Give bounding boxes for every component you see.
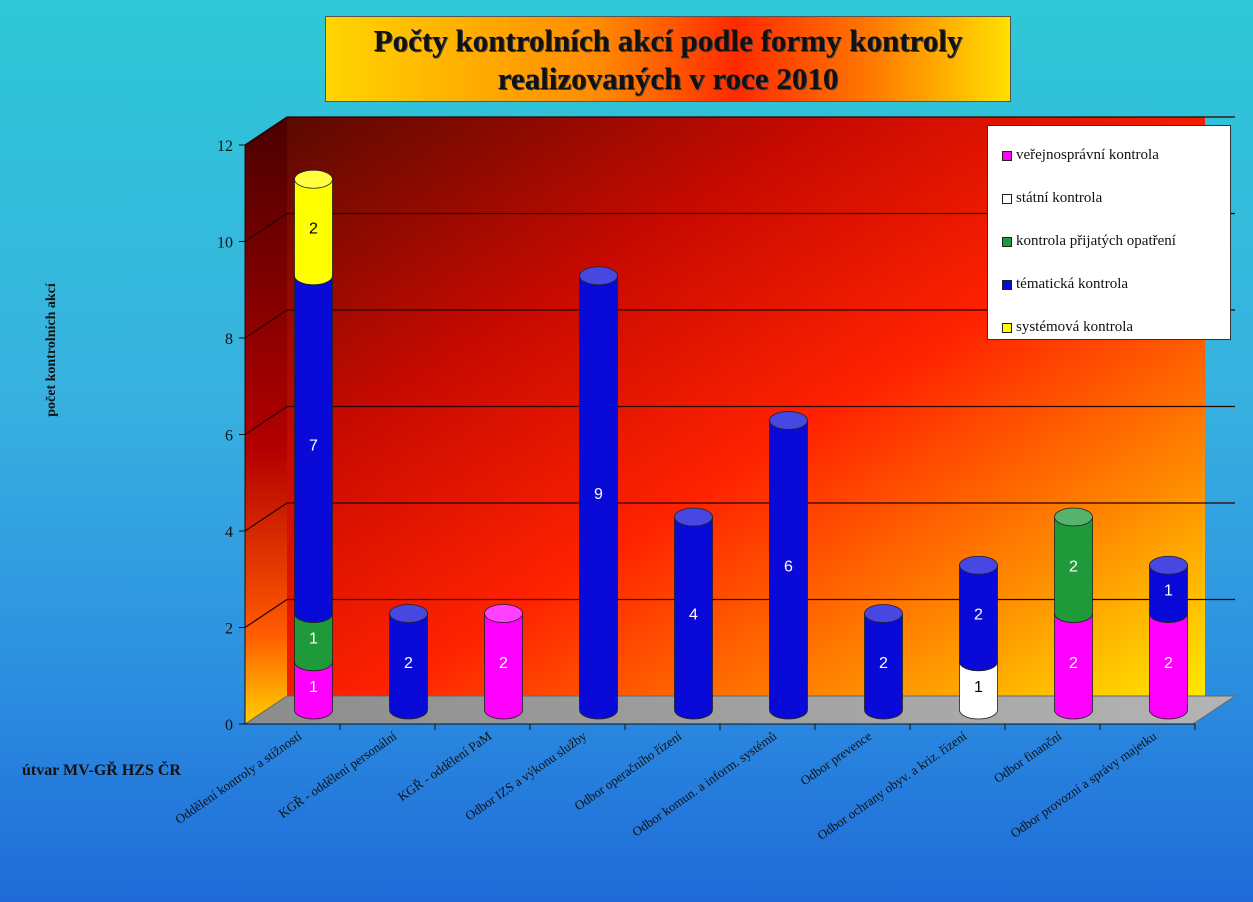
legend-swatch	[1002, 236, 1012, 247]
bar-body	[1054, 516, 1093, 623]
bar-segment	[959, 555, 998, 672]
chart-gridlines	[244, 116, 1235, 628]
data-label: 2	[1069, 558, 1078, 575]
bar-cap	[1054, 507, 1093, 527]
bar-body	[579, 275, 618, 720]
bar-cap	[294, 169, 333, 189]
bar-cap	[959, 555, 998, 575]
bar-body	[294, 613, 333, 672]
y-tick-label: 10	[217, 235, 233, 252]
data-label: 1	[974, 679, 983, 696]
bar-body	[1054, 613, 1093, 720]
bar-body	[769, 420, 808, 720]
gridline	[244, 212, 1235, 242]
x-tick-label: Odbor ochrany obyv. a kriz. řízení	[814, 728, 969, 843]
legend-label: státní kontrola	[1016, 190, 1103, 206]
legend-swatch	[1002, 322, 1012, 333]
chart-bars	[294, 169, 1188, 720]
legend-swatch	[1002, 150, 1012, 161]
gridline	[244, 598, 1235, 628]
y-tick-label: 12	[217, 138, 233, 155]
bar-segment	[294, 169, 333, 286]
legend-item: systémová kontrola	[988, 306, 1230, 349]
bar-cap	[769, 411, 808, 430]
data-label: 2	[1164, 655, 1173, 672]
legend-swatch	[1002, 193, 1012, 204]
x-tick-label: Odbor prevence	[797, 728, 874, 788]
bar-segment	[674, 507, 713, 720]
bar-body	[864, 613, 903, 720]
bar-body	[674, 516, 713, 720]
data-label: 2	[404, 655, 413, 672]
gridline	[244, 405, 1235, 435]
data-label: 9	[594, 486, 603, 503]
gridline	[244, 309, 1235, 339]
bar-body	[1149, 564, 1188, 623]
x-tick-label: Odbor finanční	[991, 728, 1065, 786]
chart-title-line-2: realizovaných v roce 2010	[497, 61, 839, 96]
bar-segment	[389, 604, 428, 720]
legend-item: státní kontrola	[988, 177, 1230, 220]
legend-label: veřejnosprávní kontrola	[1016, 147, 1159, 163]
bar-cap	[484, 604, 523, 623]
legend-label: systémová kontrola	[1016, 319, 1134, 335]
bar-body	[484, 613, 523, 720]
legend-item: kontrola přijatých opatření	[988, 220, 1230, 263]
x-axis-label: útvar MV-GŘ HZS ČR	[22, 762, 181, 779]
gridline	[244, 502, 1235, 532]
data-label: 1	[309, 631, 318, 648]
bar-segment	[1149, 555, 1188, 623]
legend-label: tématická kontrola	[1016, 276, 1129, 292]
chart-labels: 1 1 7 2 2 2 9 4 6 2 1 2 2 2 2 1	[309, 221, 1173, 696]
y-tick-label: 2	[225, 621, 233, 638]
bar-body	[294, 178, 333, 286]
x-tick-label: KGŘ - oddělení PaM	[395, 728, 495, 804]
bar-segment	[864, 604, 903, 720]
bar-segment	[1054, 507, 1093, 623]
data-label: 7	[309, 438, 318, 455]
bar-segment	[579, 266, 618, 720]
legend-item: tématická kontrola	[988, 263, 1230, 306]
legend-label: kontrola přijatých opatření	[1016, 233, 1176, 249]
bar-body	[1149, 613, 1188, 720]
data-label: 2	[1069, 655, 1078, 672]
chart-title-line-1: Počty kontrolních akcí podle formy kontr…	[373, 23, 963, 58]
chart-legend: veřejnosprávní kontrola státní kontrola ko…	[987, 125, 1231, 340]
chart-title: Počty kontrolních akcí podle formy kontr…	[325, 16, 1011, 102]
bar-body	[294, 275, 333, 623]
bar-body	[959, 661, 998, 720]
bar-segment	[769, 411, 808, 720]
legend-swatch	[1002, 279, 1012, 290]
data-label: 6	[784, 558, 793, 575]
bar-cap	[864, 604, 903, 623]
data-label: 2	[879, 655, 888, 672]
data-label: 2	[974, 607, 983, 624]
bar-body	[389, 613, 428, 720]
bar-body	[294, 661, 333, 720]
y-tick-label: 4	[225, 524, 233, 541]
data-label: 2	[309, 221, 318, 238]
bar-segment	[484, 604, 523, 720]
gridline	[244, 116, 1235, 146]
data-label: 1	[1164, 582, 1173, 599]
y-tick-label: 6	[225, 428, 233, 445]
y-tick-label: 8	[225, 331, 233, 348]
data-label: 1	[309, 679, 318, 696]
data-label: 4	[689, 607, 698, 624]
y-tick-label: 0	[225, 717, 233, 734]
data-label: 2	[499, 655, 508, 672]
bar-body	[959, 564, 998, 672]
legend-item: veřejnosprávní kontrola	[988, 134, 1230, 177]
bar-cap	[1149, 555, 1188, 575]
bar-cap	[674, 507, 713, 527]
bar-cap	[389, 604, 428, 623]
bar-cap	[579, 266, 618, 286]
